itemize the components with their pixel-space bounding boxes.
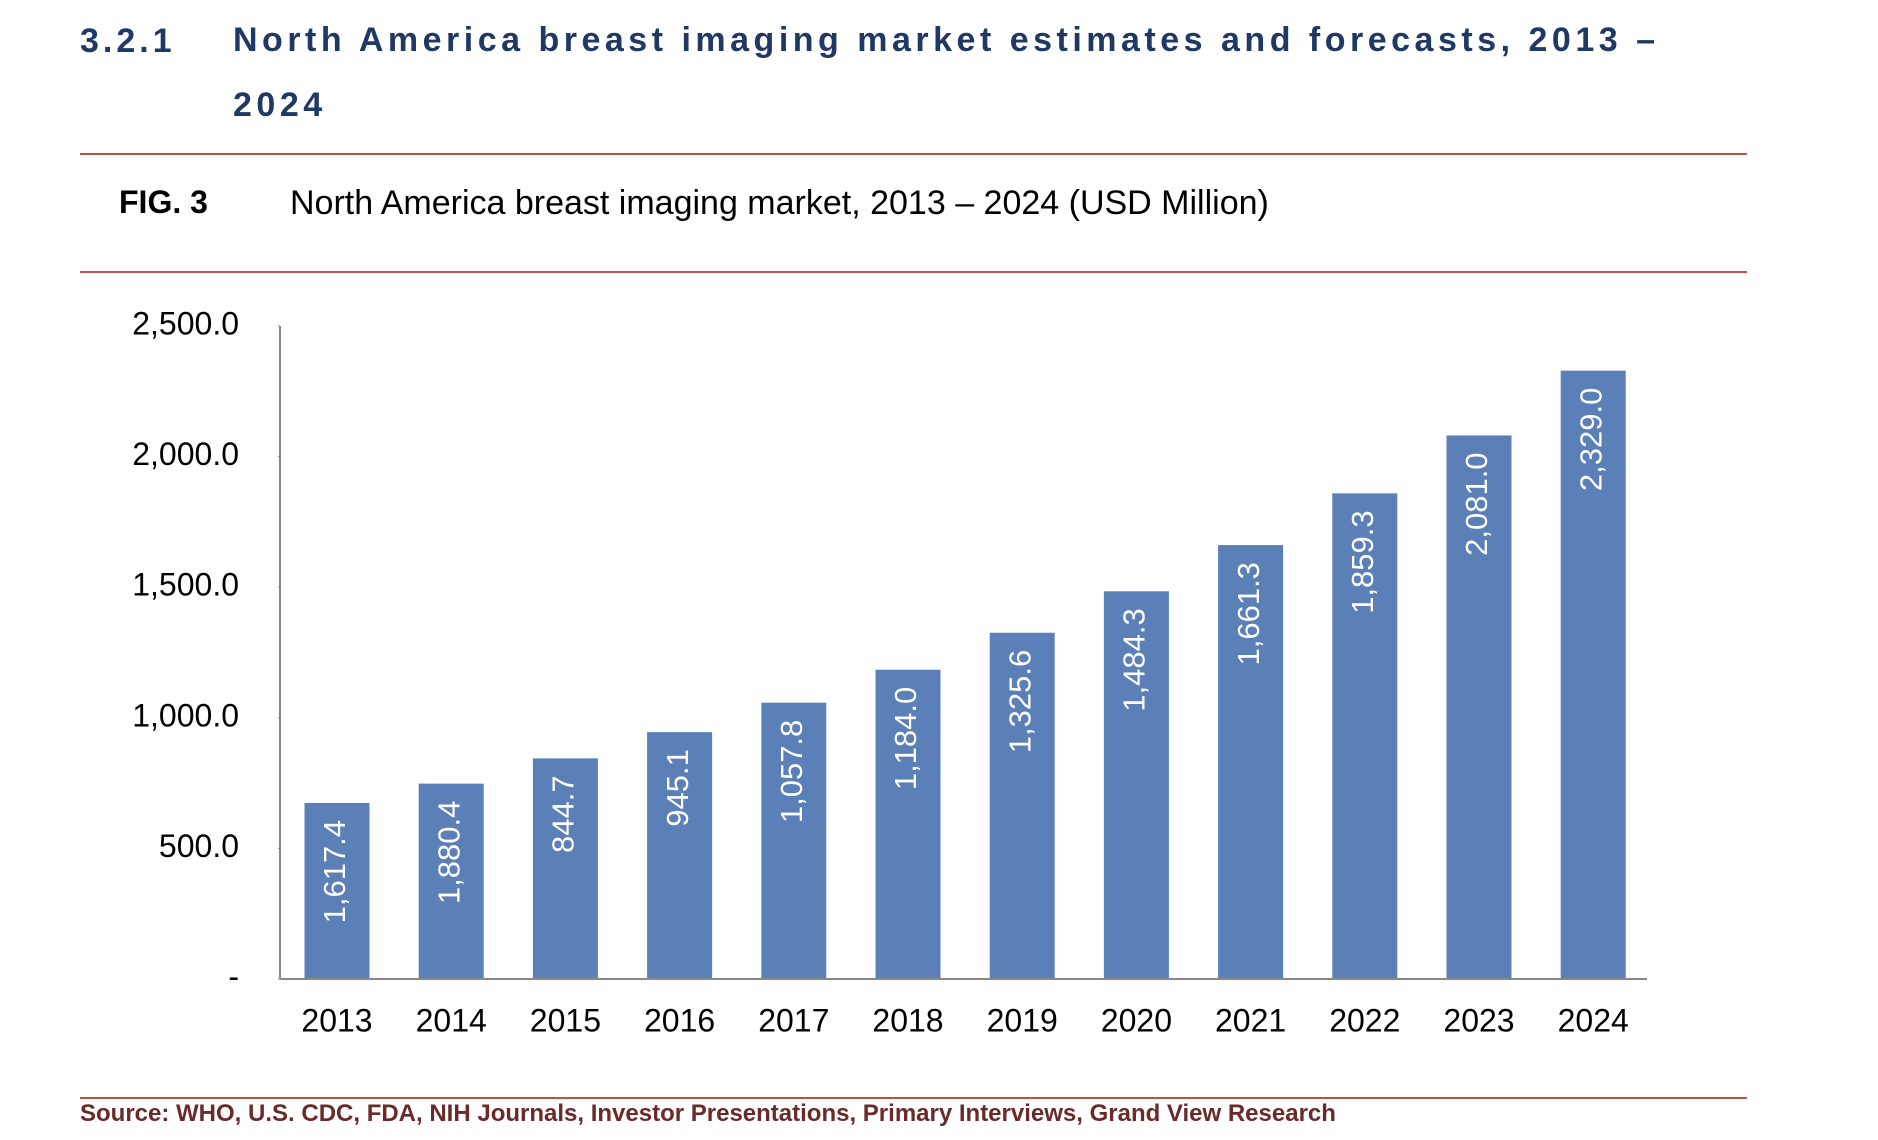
bar	[418, 783, 484, 979]
data-label: 945.1	[660, 749, 695, 827]
section-number: 3.2.1	[80, 22, 176, 60]
bar	[1332, 493, 1398, 979]
bar	[647, 732, 713, 979]
bar	[1560, 370, 1626, 980]
data-label: 1,880.4	[431, 801, 466, 904]
y-tick-label: -	[228, 958, 239, 994]
bar	[1103, 591, 1169, 979]
data-label: 1,484.3	[1117, 608, 1152, 711]
x-tick-label: 2015	[530, 1002, 601, 1038]
x-tick-label: 2018	[872, 1002, 943, 1038]
bar	[761, 702, 827, 979]
x-tick-label: 2024	[1558, 1002, 1629, 1038]
data-label: 1,184.0	[888, 687, 923, 790]
x-tick-label: 2016	[644, 1002, 715, 1038]
y-tick-label: 2,000.0	[132, 436, 239, 472]
figure-label: FIG. 3	[119, 184, 208, 220]
data-label: 1,661.3	[1231, 562, 1266, 665]
y-tick-label: 500.0	[159, 828, 239, 864]
x-tick-label: 2021	[1215, 1002, 1286, 1038]
bar	[304, 802, 370, 979]
data-label: 2,081.0	[1459, 452, 1494, 555]
divider	[80, 1097, 1747, 1099]
y-tick-label: 1,500.0	[132, 567, 239, 603]
x-tick-label: 2022	[1329, 1002, 1400, 1038]
x-tick-label: 2017	[758, 1002, 829, 1038]
x-tick-label: 2014	[416, 1002, 487, 1038]
x-tick-label: 2019	[987, 1002, 1058, 1038]
y-tick-label: 2,500.0	[132, 305, 239, 341]
bar	[1218, 545, 1284, 979]
x-tick-label: 2020	[1101, 1002, 1172, 1038]
divider	[80, 153, 1747, 155]
bar	[989, 632, 1055, 979]
data-label: 844.7	[546, 775, 581, 853]
source-note: Source: WHO, U.S. CDC, FDA, NIH Journals…	[80, 1100, 1336, 1127]
chart: - 500.0 1,000.0 1,500.0 2,000.0 2,500.0 2013 1,…	[132, 305, 1647, 1038]
chart-title: North America breast imaging market, 201…	[290, 184, 1269, 222]
x-tick-label: 2013	[301, 1002, 372, 1038]
data-label: 1,057.8	[774, 720, 809, 823]
bar	[875, 669, 941, 979]
bar	[1446, 435, 1512, 979]
divider	[80, 271, 1747, 273]
data-label: 1,617.4	[317, 820, 352, 923]
data-label: 1,325.6	[1002, 650, 1037, 753]
data-label: 2,329.0	[1573, 388, 1608, 491]
data-label: 1,859.3	[1345, 510, 1380, 613]
x-tick-label: 2023	[1443, 1002, 1514, 1038]
bar	[532, 758, 598, 979]
y-tick-label: 1,000.0	[132, 697, 239, 733]
section-heading: North America breast imaging market esti…	[233, 21, 1660, 124]
